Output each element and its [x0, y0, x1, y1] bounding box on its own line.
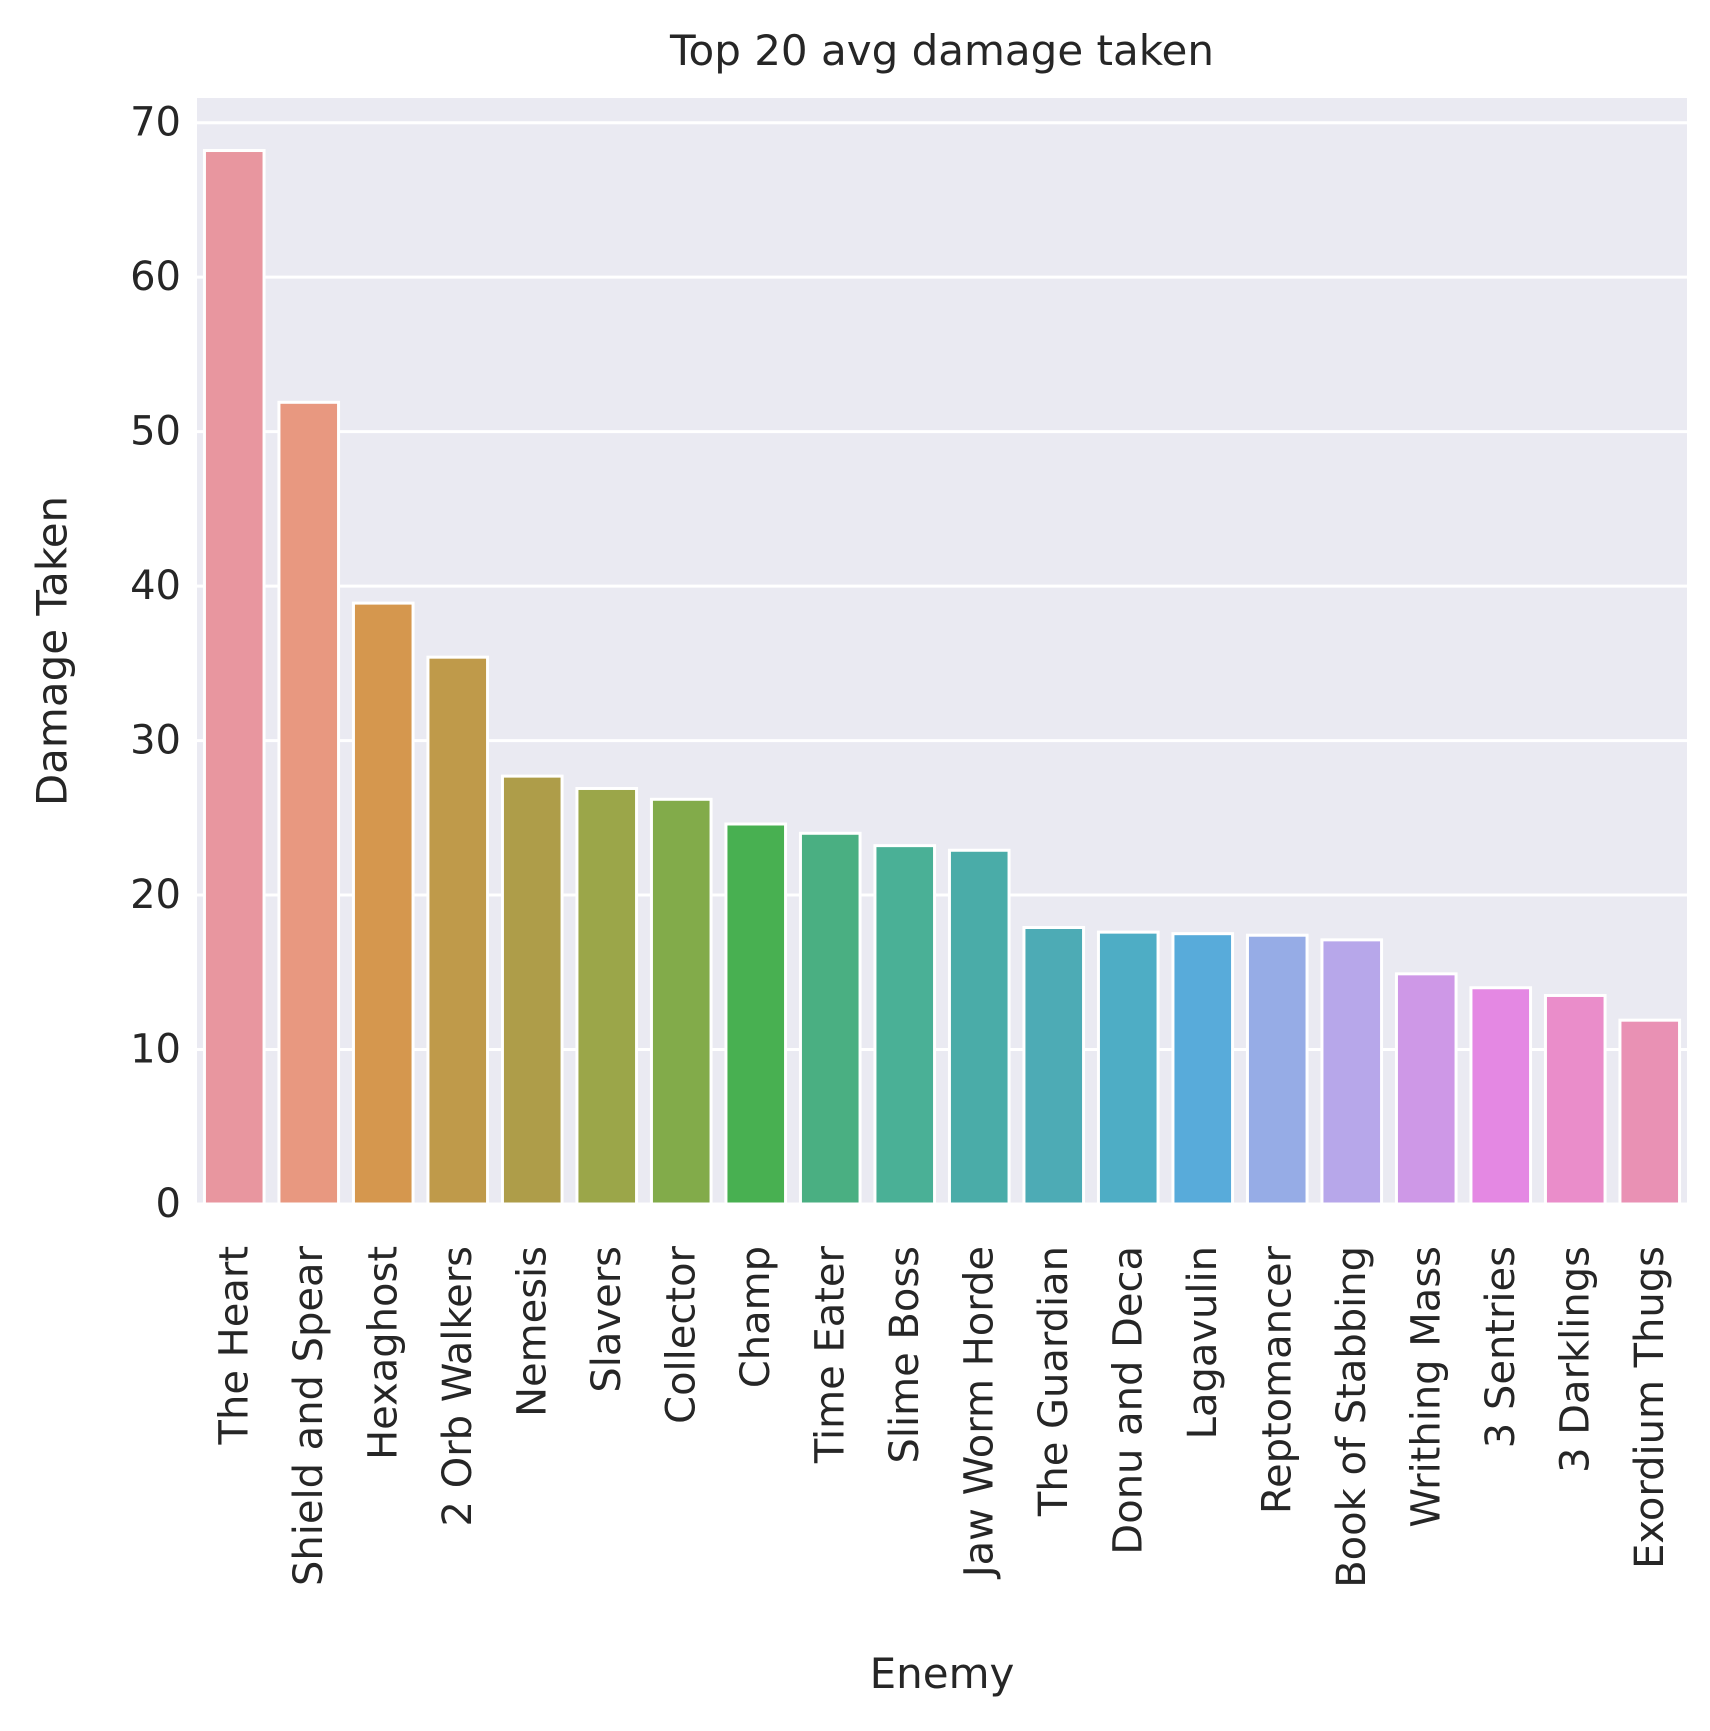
- x-tick-label: Jaw Worm Horde: [956, 1246, 1002, 1580]
- x-axis-label: Enemy: [870, 1649, 1015, 1698]
- y-tick-label: 10: [130, 1027, 181, 1073]
- bars: [202, 149, 1682, 1206]
- x-tick-label: The Heart: [211, 1246, 257, 1445]
- bar: [277, 400, 341, 1206]
- bar: [1022, 926, 1086, 1206]
- x-tick-label: Writhing Mass: [1403, 1246, 1449, 1528]
- y-tick-label: 0: [156, 1181, 181, 1227]
- bar: [1618, 1018, 1682, 1206]
- bar: [1245, 933, 1309, 1206]
- x-tick-label: Book of Stabbing: [1329, 1246, 1375, 1588]
- bar: [1171, 932, 1235, 1206]
- y-tick-label: 20: [130, 872, 181, 918]
- x-tick-label: Time Eater: [807, 1245, 853, 1464]
- y-tick-label: 50: [130, 409, 181, 455]
- x-tick-label: 3 Sentries: [1478, 1246, 1524, 1448]
- x-tick-label: Shield and Spear: [286, 1245, 332, 1586]
- x-tick-label: Hexaghost: [360, 1246, 406, 1460]
- x-tick-label: Collector: [658, 1245, 704, 1423]
- x-tick-label: Slime Boss: [882, 1246, 928, 1464]
- y-tick-label: 40: [130, 563, 181, 609]
- bar: [351, 601, 415, 1206]
- plot-area: [197, 98, 1687, 1204]
- y-axis-label: Damage Taken: [28, 496, 77, 806]
- x-tick-label: 2 Orb Walkers: [435, 1246, 481, 1526]
- bar: [947, 848, 1011, 1206]
- x-tick-label: Exordium Thugs: [1627, 1246, 1673, 1569]
- x-tick-label: 3 Darklings: [1552, 1246, 1598, 1473]
- bar: [426, 655, 490, 1206]
- bar: [873, 844, 937, 1206]
- x-tick-label: Champ: [733, 1246, 779, 1388]
- bar: [1543, 993, 1607, 1206]
- x-tick-label: Reptomancer: [1254, 1245, 1300, 1514]
- chart-title: Top 20 avg damage taken: [669, 26, 1214, 75]
- bar: [724, 822, 788, 1206]
- y-tick-label: 70: [130, 100, 181, 146]
- y-tick-label: 30: [130, 718, 181, 764]
- x-tick-label: Donu and Deca: [1105, 1246, 1151, 1555]
- x-tick-labels: The Heart Shield and Spear Hexaghost 2 Orb …: [211, 1245, 1673, 1587]
- bar: [649, 797, 713, 1206]
- y-tick-labels: 0 10 20 30 40 50 60 70: [130, 100, 181, 1227]
- bar: [500, 774, 564, 1206]
- x-tick-label: Slavers: [584, 1246, 630, 1393]
- bar: [202, 149, 266, 1206]
- bar: [1320, 938, 1384, 1206]
- x-tick-label: Nemesis: [509, 1246, 555, 1417]
- x-tick-label: Lagavulin: [1180, 1246, 1226, 1439]
- bar: [1469, 986, 1533, 1206]
- bar: [575, 786, 639, 1206]
- bar: [798, 831, 862, 1206]
- x-tick-label: The Guardian: [1031, 1246, 1077, 1517]
- bar: [1394, 972, 1458, 1206]
- y-tick-label: 60: [130, 254, 181, 300]
- bar: [1096, 930, 1160, 1206]
